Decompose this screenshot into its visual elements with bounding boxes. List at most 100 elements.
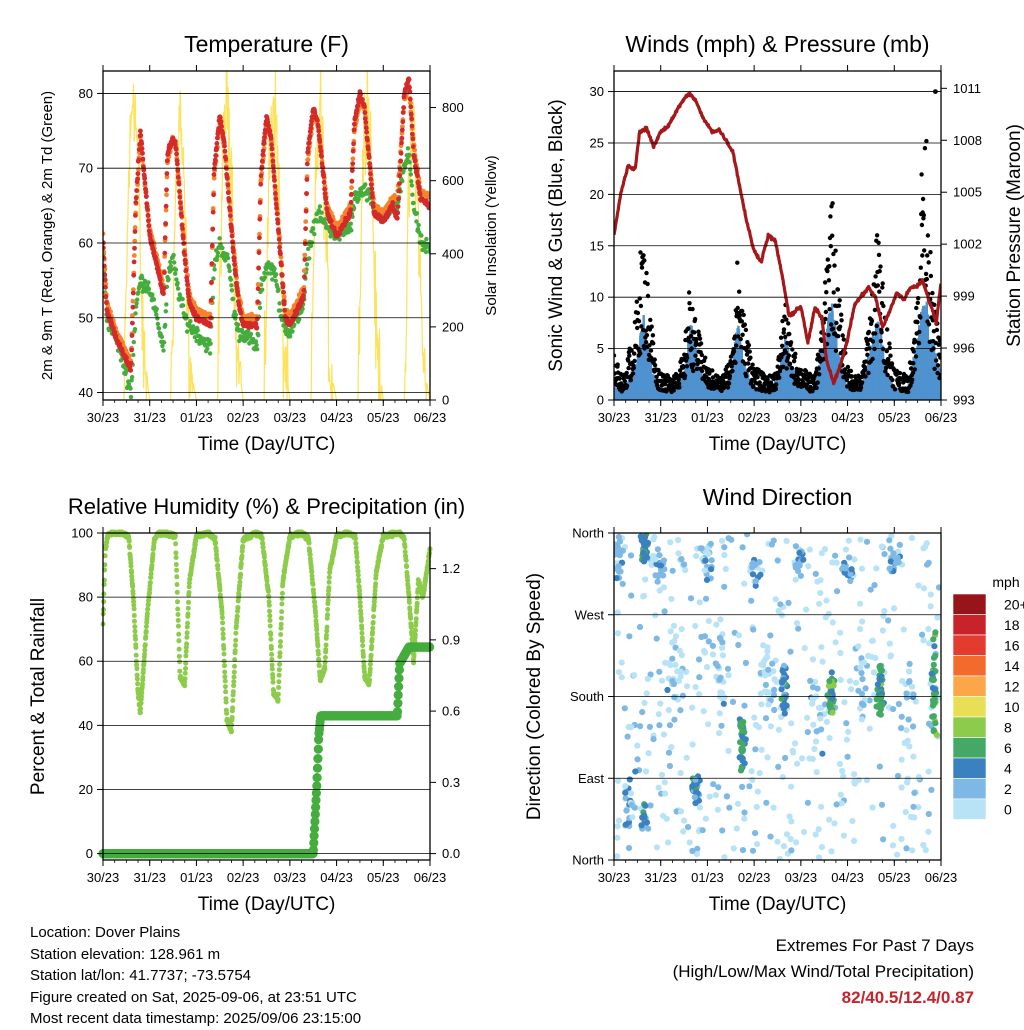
rh-point <box>220 615 225 620</box>
gust-point <box>688 340 692 344</box>
t2-point <box>407 85 412 90</box>
t2-point <box>164 187 169 192</box>
gust-point <box>830 201 834 205</box>
t2-point <box>322 187 327 192</box>
rh-point <box>221 632 226 637</box>
t2-point <box>282 308 287 313</box>
gust-point <box>924 272 928 276</box>
td-point <box>174 268 178 272</box>
t2-point <box>185 278 190 283</box>
x-tick-label: 02/23 <box>227 410 260 425</box>
y-tick-label: 80 <box>79 86 93 101</box>
t2-point <box>322 180 327 185</box>
series-gust <box>612 65 943 394</box>
gust-point <box>779 336 783 340</box>
gust-point <box>834 349 838 353</box>
t2-point <box>162 286 167 291</box>
rh-point <box>133 645 138 650</box>
gust-point <box>839 318 843 322</box>
td-point <box>403 166 407 170</box>
x-axis-label: Time (Day/UTC) <box>198 434 336 455</box>
td-point <box>205 347 209 351</box>
rh-point <box>185 630 190 635</box>
t2-point <box>321 174 326 179</box>
gust-point <box>631 371 635 375</box>
gust-point <box>888 346 892 350</box>
rh-point <box>176 632 181 637</box>
rh-point <box>176 618 181 623</box>
y2-tick-label: 1002 <box>953 237 982 252</box>
gust-point <box>865 353 869 357</box>
t2-point <box>173 139 178 144</box>
t2-point <box>133 200 138 205</box>
t2-point <box>175 168 180 173</box>
t2-point <box>303 226 308 231</box>
gust-point <box>838 298 842 302</box>
t2-point <box>208 322 213 327</box>
gust-point <box>827 278 831 282</box>
gust-point <box>653 357 657 361</box>
y-tick-label: 10 <box>590 290 604 305</box>
t2-point <box>178 201 183 206</box>
t2-point <box>130 333 135 338</box>
t2-point <box>364 125 369 130</box>
gust-point <box>690 307 694 311</box>
t2-point <box>258 200 263 205</box>
rh-point <box>143 634 148 639</box>
gust-point <box>817 366 821 370</box>
rh-point <box>176 612 181 617</box>
rh-point <box>213 535 218 540</box>
gust-point <box>785 366 789 370</box>
gust-point <box>826 333 830 337</box>
gust-point <box>881 281 885 285</box>
td-point <box>416 223 420 227</box>
td-point <box>311 227 315 231</box>
t2-point <box>259 173 264 178</box>
t2-point <box>136 157 141 162</box>
t2-point <box>144 190 149 195</box>
gust-point <box>920 223 924 227</box>
gust-point <box>837 304 841 308</box>
gust-point <box>710 368 714 372</box>
t2-point <box>133 229 138 234</box>
t2-point <box>303 241 308 246</box>
gust-point <box>644 271 648 275</box>
gust-point <box>692 330 696 334</box>
rh-point <box>237 580 242 585</box>
y2-tick-label: 993 <box>953 393 975 408</box>
t2-point <box>236 292 241 297</box>
td-point <box>154 313 158 317</box>
gust-point <box>841 333 845 337</box>
y2-tick-label: 400 <box>442 246 464 261</box>
t2-point <box>276 221 281 226</box>
t2-point <box>158 277 163 282</box>
t2-point <box>161 291 166 296</box>
rh-point <box>233 643 238 648</box>
t2-point <box>305 177 310 182</box>
gust-point <box>746 361 750 365</box>
t2-point <box>411 144 416 149</box>
gust-point <box>637 319 641 323</box>
gust-point <box>849 369 853 373</box>
gust-point <box>887 341 891 345</box>
t2-point <box>180 226 185 231</box>
x-tick-label: 06/23 <box>925 410 958 425</box>
gust-point <box>793 352 797 356</box>
t2-point <box>215 141 220 146</box>
t2-point <box>210 243 215 248</box>
rh-point <box>175 607 180 612</box>
x-tick-label: 02/23 <box>738 410 771 425</box>
t2-point <box>395 216 400 221</box>
gust-point <box>914 354 918 358</box>
gust-point <box>875 324 879 328</box>
gust-point <box>917 341 921 345</box>
t2-point <box>178 195 183 200</box>
t2-point <box>401 110 406 115</box>
gust-point <box>909 366 913 370</box>
rh-point <box>221 646 226 651</box>
t2-point <box>319 154 324 159</box>
rh-point <box>232 675 237 680</box>
gust-point <box>629 378 633 382</box>
t2-point <box>268 129 273 134</box>
